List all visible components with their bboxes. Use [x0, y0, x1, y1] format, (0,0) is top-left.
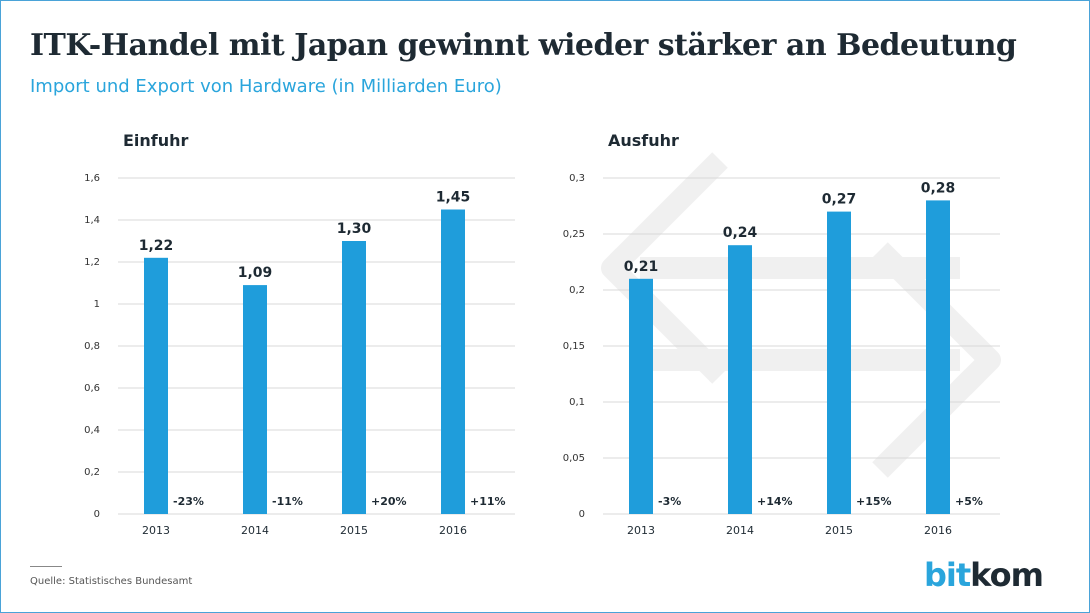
y-tick-label: 1 — [94, 299, 100, 310]
data-label: 0,24 — [723, 225, 758, 241]
bar — [144, 257, 168, 514]
y-tick-label: 0,15 — [563, 341, 585, 352]
change-label: -11% — [272, 495, 303, 508]
bar — [629, 278, 653, 514]
data-label: 0,28 — [921, 180, 956, 196]
x-tick-label: 2016 — [439, 524, 467, 537]
bar — [441, 209, 465, 514]
data-label: 1,45 — [436, 190, 471, 206]
change-label: +20% — [371, 495, 407, 508]
bitkom-logo: bitkom — [924, 556, 1044, 594]
y-tick-label: 0,05 — [563, 453, 585, 464]
change-label: +11% — [470, 495, 506, 508]
data-label: 0,27 — [822, 192, 857, 208]
bar — [926, 200, 950, 514]
y-tick-label: 0,6 — [84, 383, 100, 394]
logo-part-bit: bit — [924, 556, 971, 594]
x-tick-label: 2016 — [924, 524, 952, 537]
x-tick-label: 2013 — [627, 524, 655, 537]
y-tick-label: 0,8 — [84, 341, 100, 352]
source-note: Quelle: Statistisches Bundesamt — [30, 576, 193, 587]
data-label: 1,30 — [337, 221, 372, 237]
chart-title-einfuhr: Einfuhr — [123, 131, 189, 150]
y-tick-label: 0,3 — [569, 173, 585, 184]
change-label: -3% — [658, 495, 681, 508]
y-tick-label: 0,4 — [84, 425, 100, 436]
bar — [243, 285, 267, 514]
change-label: +5% — [955, 495, 983, 508]
page-title: ITK-Handel mit Japan gewinnt wieder stär… — [30, 28, 1017, 63]
chart-title-ausfuhr: Ausfuhr — [608, 131, 679, 150]
bar — [827, 211, 851, 514]
bar — [342, 241, 366, 514]
x-tick-label: 2015 — [825, 524, 853, 537]
data-label: 1,22 — [139, 238, 174, 254]
y-tick-label: 1,2 — [84, 257, 100, 268]
page-subtitle: Import und Export von Hardware (in Milli… — [30, 76, 502, 97]
change-label: +14% — [757, 495, 793, 508]
footer-divider — [30, 566, 62, 567]
x-tick-label: 2013 — [142, 524, 170, 537]
bar — [728, 245, 752, 514]
y-tick-label: 1,4 — [84, 215, 100, 226]
y-tick-label: 0 — [579, 509, 585, 520]
x-tick-label: 2015 — [340, 524, 368, 537]
y-tick-label: 0,25 — [563, 229, 585, 240]
y-tick-label: 0,2 — [569, 285, 585, 296]
y-tick-label: 0,1 — [569, 397, 585, 408]
y-tick-label: 1,6 — [84, 173, 100, 184]
logo-part-kom: kom — [970, 556, 1044, 594]
change-label: -23% — [173, 495, 204, 508]
y-tick-label: 0,2 — [84, 467, 100, 478]
data-label: 1,09 — [238, 265, 273, 281]
y-tick-label: 0 — [94, 509, 100, 520]
x-tick-label: 2014 — [241, 524, 269, 537]
data-label: 0,21 — [624, 259, 659, 275]
change-label: +15% — [856, 495, 892, 508]
x-tick-label: 2014 — [726, 524, 754, 537]
